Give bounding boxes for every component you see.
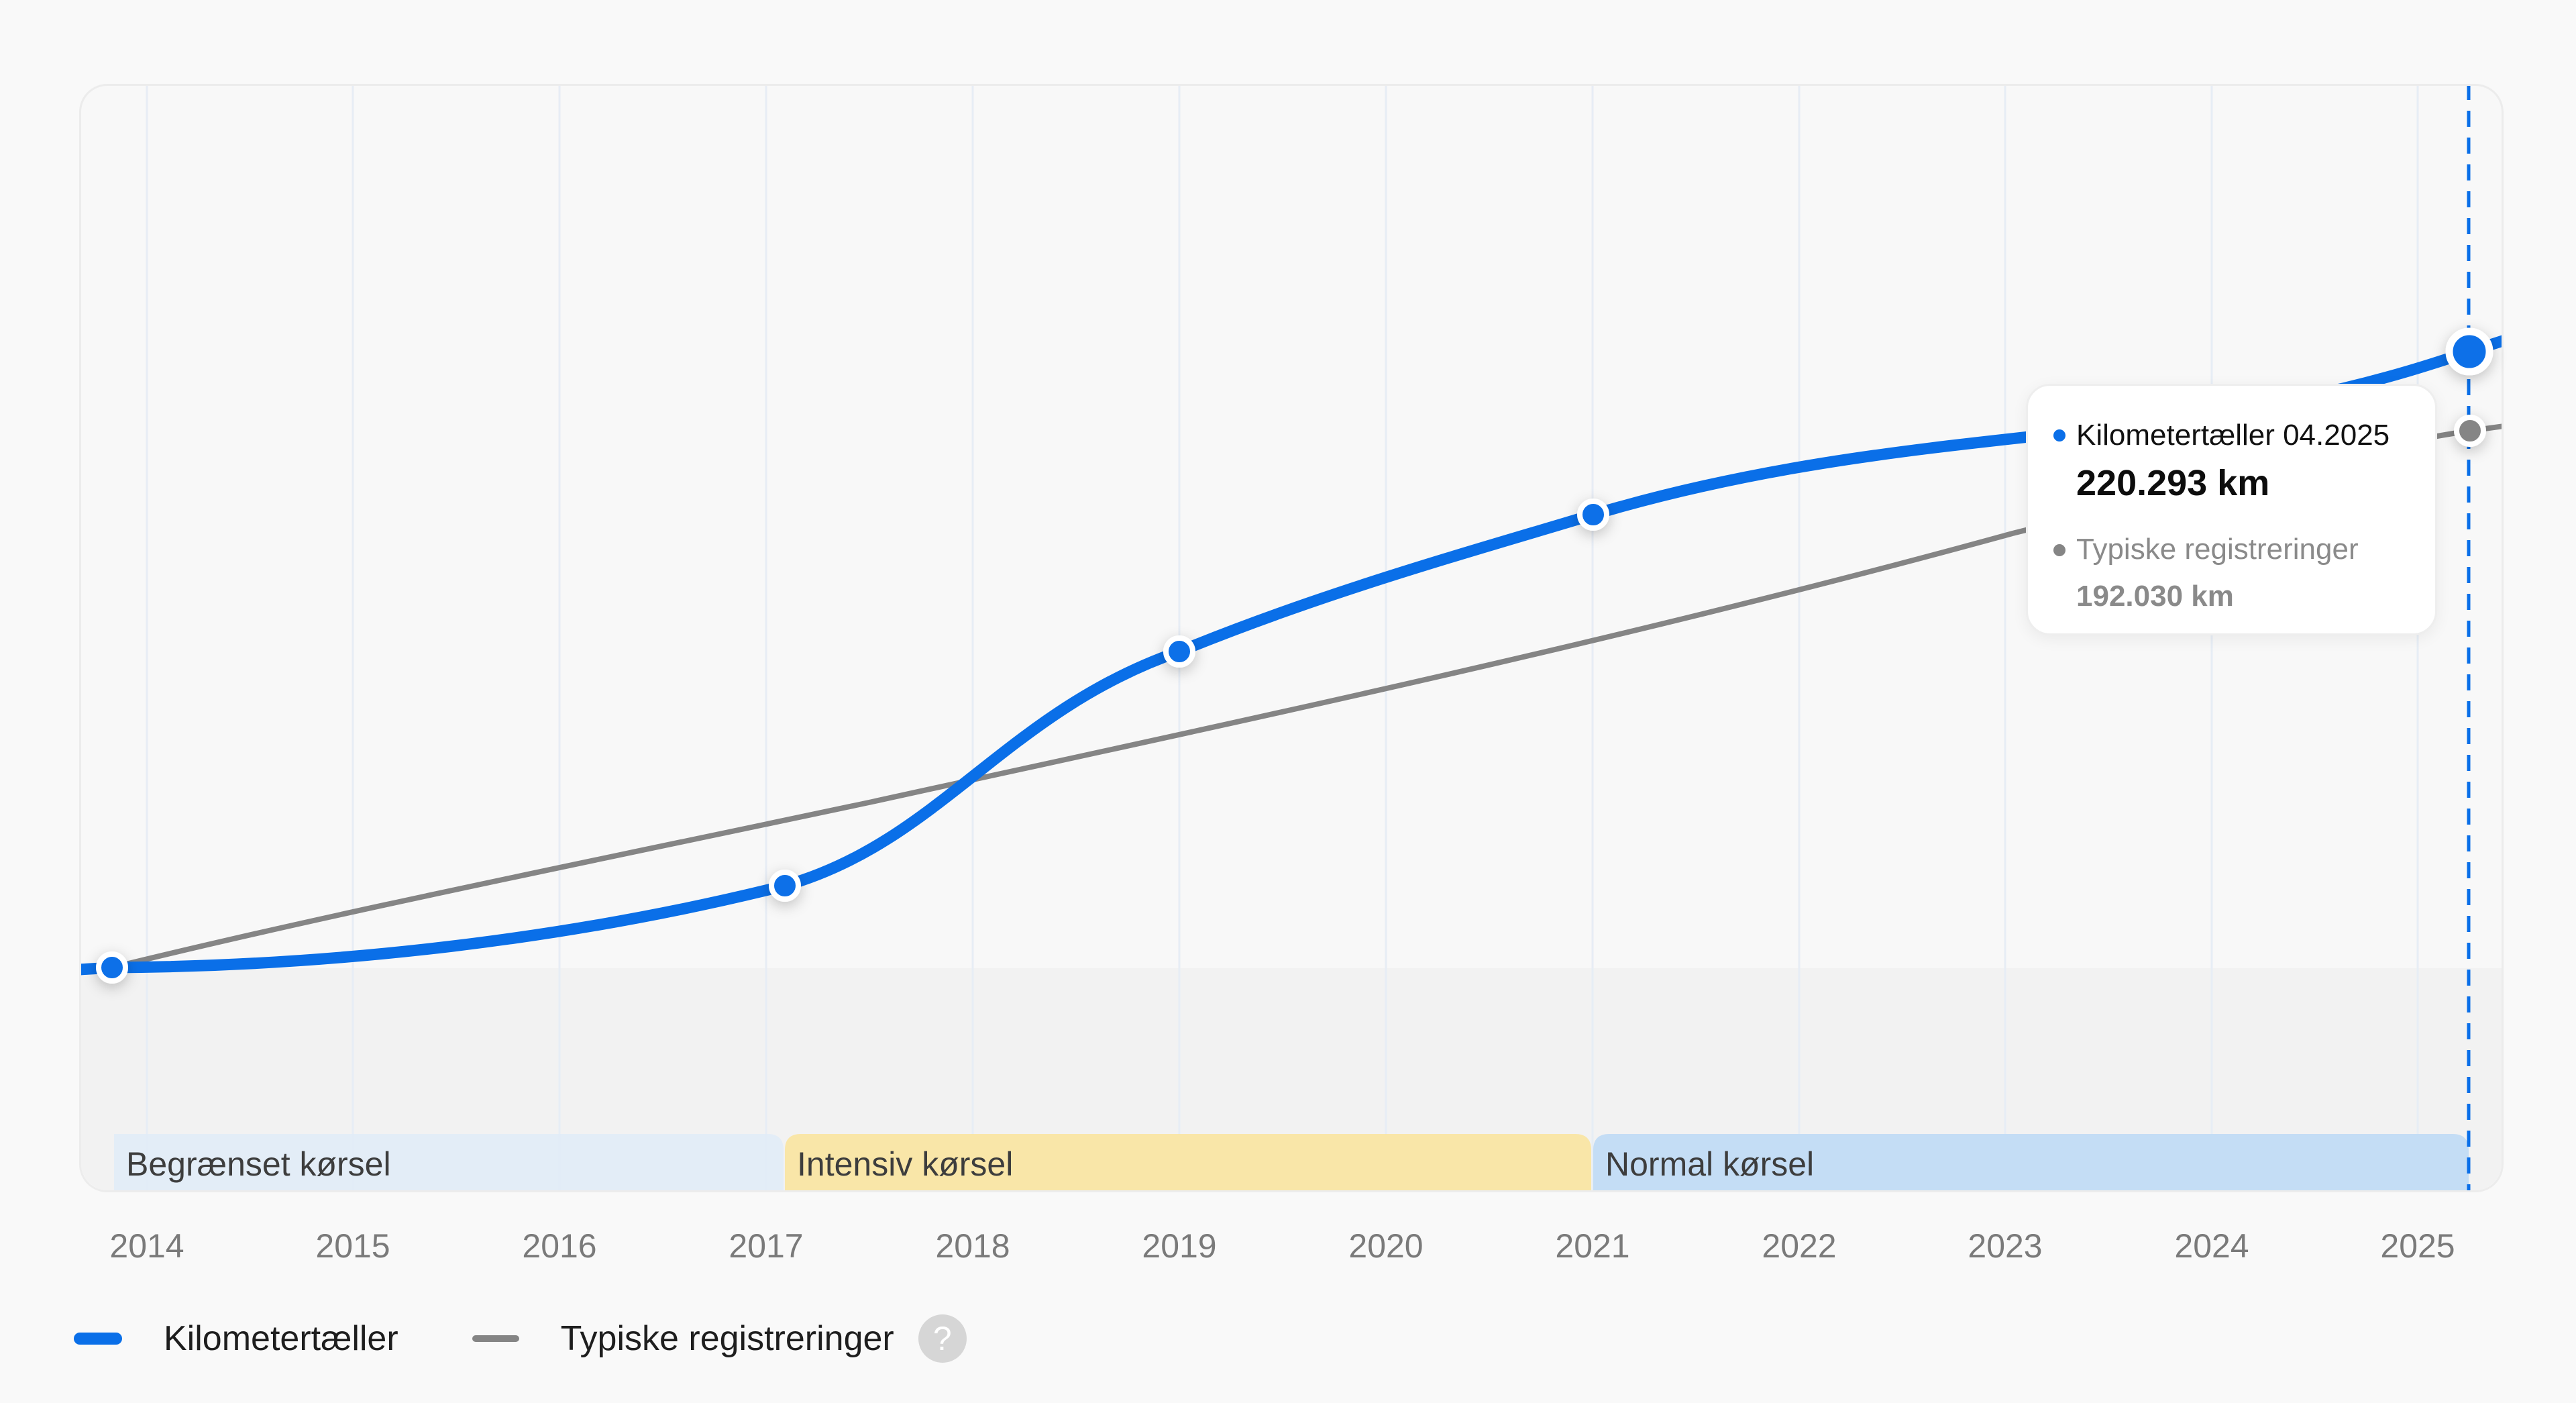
x-tick-2022: 2022 — [1762, 1227, 1837, 1265]
legend-item-odometer[interactable]: Kilometertæller — [74, 1318, 398, 1359]
x-tick-2014: 2014 — [109, 1227, 184, 1265]
data-point-2014[interactable] — [96, 951, 128, 984]
legend-label-typical: Typiske registreringer — [560, 1319, 894, 1358]
tooltip-typical-title: Typiske registreringer — [2076, 533, 2359, 566]
x-tick-2024: 2024 — [2174, 1227, 2249, 1265]
odometer-points — [96, 327, 2493, 984]
legend-label-odometer: Kilometertæller — [164, 1319, 398, 1358]
tooltip-typical-value: 192.030 km — [2076, 580, 2234, 613]
tooltip-odometer-value: 220.293 km — [2076, 463, 2270, 503]
legend-item-typical[interactable]: Typiske registreringer — [472, 1318, 894, 1359]
band-intensive — [785, 1134, 1591, 1190]
x-tick-2016: 2016 — [522, 1227, 597, 1265]
odometer-line-swatch-icon — [74, 1333, 122, 1345]
band-label-intensive: Intensiv kørsel — [797, 1145, 1014, 1183]
x-tick-2021: 2021 — [1555, 1227, 1630, 1265]
hover-tooltip: Kilometertæller 04.2025 220.293 km Typis… — [2026, 384, 2437, 635]
band-normal — [1593, 1134, 2469, 1190]
chart-legend: Kilometertæller Typiske registreringer ? — [74, 1314, 967, 1363]
typical-dot-icon — [2053, 544, 2065, 556]
data-point-2017[interactable] — [769, 870, 801, 902]
typical-line-swatch-icon — [472, 1335, 519, 1342]
data-point-2021[interactable] — [1577, 499, 1609, 531]
x-tick-2015: 2015 — [315, 1227, 390, 1265]
help-question-icon[interactable]: ? — [918, 1314, 967, 1363]
band-limited — [114, 1134, 784, 1190]
x-tick-2019: 2019 — [1142, 1227, 1217, 1265]
tooltip-odometer-title: Kilometertæller 04.2025 — [2076, 419, 2390, 452]
x-tick-2020: 2020 — [1348, 1227, 1424, 1265]
x-tick-2025: 2025 — [2380, 1227, 2455, 1265]
data-point-2019[interactable] — [1163, 635, 1195, 668]
hover-point-typical[interactable] — [2454, 415, 2486, 447]
band-label-limited: Begrænset kørsel — [126, 1145, 391, 1183]
hover-point-odometer[interactable] — [2445, 327, 2493, 376]
odometer-dot-icon — [2053, 429, 2065, 441]
x-tick-2018: 2018 — [935, 1227, 1010, 1265]
x-tick-2023: 2023 — [1968, 1227, 2043, 1265]
band-label-normal: Normal kørsel — [1605, 1145, 1815, 1183]
x-tick-2017: 2017 — [729, 1227, 804, 1265]
